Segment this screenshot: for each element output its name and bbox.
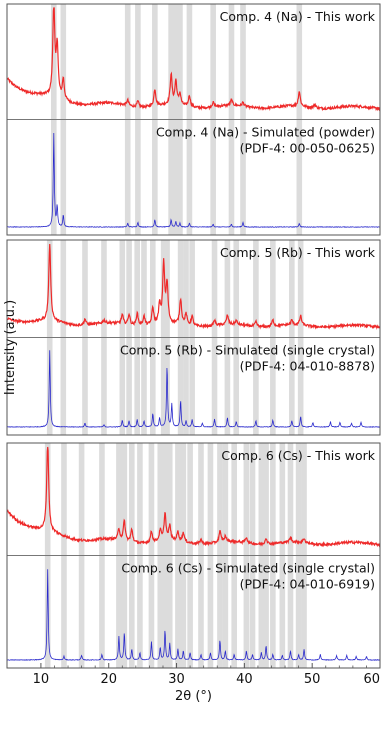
experimental-pattern-line (6, 243, 380, 330)
panel-label: Comp. 6 (Cs) - This work (221, 448, 375, 463)
panel-label: (PDF-4: 04-010-6919) (240, 577, 375, 592)
panel-frame (6, 3, 381, 236)
panel-label: (PDF-4: 00-050-0625) (240, 141, 375, 156)
panel-frame (6, 239, 381, 436)
simulated-pattern-line (6, 569, 380, 661)
panel-label: (PDF-4: 04-010-8878) (240, 359, 375, 374)
x-axis-label: 2θ (°) (175, 689, 212, 704)
x-tick-label: 30 (168, 672, 185, 687)
panel-label: Comp. 4 (Na) - This work (220, 9, 376, 24)
x-tick-label: 10 (33, 672, 50, 687)
panel-group-cs: Comp. 6 (Cs) - This work Comp. 6 (Cs) - S… (6, 442, 381, 669)
x-tick-label: 50 (304, 672, 321, 687)
panel-group-na: Comp. 4 (Na) - This work Comp. 4 (Na) - S… (6, 3, 381, 236)
x-tick-label: 20 (100, 672, 117, 687)
panel-label: Comp. 4 (Na) - Simulated (powder) (156, 125, 375, 140)
x-tick-label: 40 (236, 672, 253, 687)
experimental-pattern-line (6, 446, 381, 548)
experimental-pattern-line (6, 7, 381, 112)
panel-label: Comp. 5 (Rb) - This work (220, 245, 376, 260)
simulated-pattern-line (6, 350, 380, 428)
x-axis: 10 20 30 40 50 60 (33, 663, 381, 687)
x-tick-label: 60 (363, 672, 380, 687)
y-axis-label: Intensity (a.u.) (3, 300, 18, 395)
panel-label: Comp. 6 (Cs) - Simulated (single crystal… (121, 561, 375, 576)
panel-group-rb: Comp. 5 (Rb) - This work Comp. 5 (Rb) - S… (6, 239, 381, 436)
panel-label: Comp. 5 (Rb) - Simulated (single crystal… (120, 343, 375, 358)
panel-frame (6, 442, 381, 669)
simulated-pattern-line (6, 133, 380, 228)
chart-groups: Comp. 4 (Na) - This work Comp. 4 (Na) - S… (6, 3, 381, 669)
